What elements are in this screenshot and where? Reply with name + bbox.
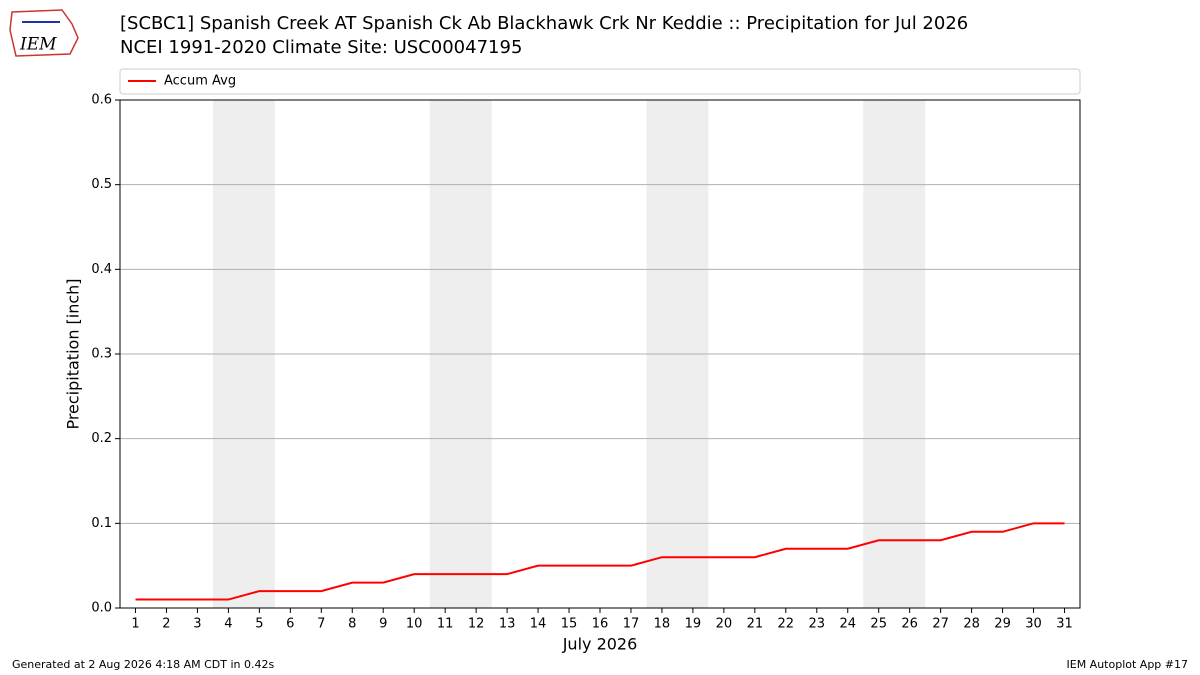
x-tick-label: 23	[809, 617, 826, 632]
x-tick-label: 18	[654, 617, 671, 632]
x-tick-label: 31	[1056, 617, 1073, 632]
x-axis-label: July 2026	[562, 635, 638, 654]
x-tick-label: 19	[685, 617, 702, 632]
y-axis-label: Precipitation [inch]	[64, 278, 83, 429]
legend-label: Accum Avg	[164, 74, 236, 89]
x-tick-label: 29	[994, 617, 1011, 632]
y-tick-label: 0.2	[91, 431, 112, 446]
x-tick-label: 8	[348, 617, 356, 632]
logo-text: IEM	[19, 35, 57, 55]
x-tick-label: 4	[224, 617, 232, 632]
y-tick-label: 0.4	[91, 262, 112, 277]
x-tick-label: 1	[131, 617, 139, 632]
x-tick-label: 11	[437, 617, 454, 632]
x-tick-label: 13	[499, 617, 516, 632]
y-tick-label: 0.5	[91, 177, 112, 192]
footer-left: Generated at 2 Aug 2026 4:18 AM CDT in 0…	[12, 658, 274, 671]
x-tick-label: 20	[716, 617, 733, 632]
x-tick-label: 28	[963, 617, 980, 632]
x-tick-label: 16	[592, 617, 609, 632]
x-tick-label: 24	[839, 617, 856, 632]
footer-right: IEM Autoplot App #17	[1067, 658, 1189, 671]
x-tick-label: 15	[561, 617, 578, 632]
y-tick-label: 0.3	[91, 347, 112, 362]
x-tick-label: 12	[468, 617, 485, 632]
logo-outline	[9, 9, 79, 57]
x-tick-label: 30	[1025, 617, 1042, 632]
plot-frame	[119, 99, 1081, 609]
chart-title: [SCBC1] Spanish Creek AT Spanish Ck Ab B…	[120, 13, 968, 34]
x-tick-label: 5	[255, 617, 263, 632]
data-line	[135, 522, 1065, 601]
logo: IEM	[9, 9, 79, 57]
x-tick-label: 9	[379, 617, 387, 632]
legend-box	[119, 68, 1081, 95]
x-tick-label: 14	[530, 617, 547, 632]
x-tick-label: 25	[870, 617, 887, 632]
x-tick-label: 21	[747, 617, 764, 632]
x-tick-label: 27	[932, 617, 949, 632]
x-tick-label: 3	[193, 617, 201, 632]
y-tick-label: 0.6	[91, 93, 112, 108]
x-tick-label: 10	[406, 617, 423, 632]
y-tick-label: 0.0	[91, 601, 112, 616]
x-tick-label: 22	[778, 617, 795, 632]
x-tick-label: 17	[623, 617, 640, 632]
chart-subtitle: NCEI 1991-2020 Climate Site: USC00047195	[120, 37, 522, 58]
x-tick-label: 26	[901, 617, 918, 632]
y-tick-label: 0.1	[91, 516, 112, 531]
x-tick-label: 2	[162, 617, 170, 632]
x-tick-label: 6	[286, 617, 294, 632]
x-tick-label: 7	[317, 617, 325, 632]
